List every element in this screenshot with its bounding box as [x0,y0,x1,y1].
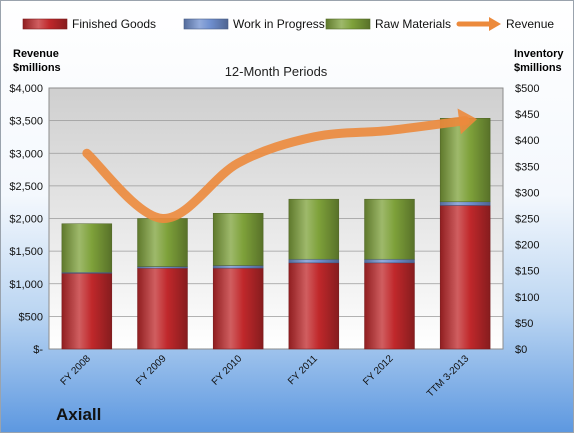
right-tick-label: $0 [515,344,527,356]
legend-swatch [22,18,68,30]
legend-swatch [325,18,371,30]
legend-label: Finished Goods [72,17,156,31]
x-tick-label: FY 2010 [210,353,245,388]
left-tick-label: $2,000 [9,214,43,226]
bar-segment [364,198,415,260]
right-axis-title: $millions [514,62,562,74]
bar-segment [439,201,491,206]
x-tick-label: TTM 3-2013 [425,353,472,400]
x-tick-label: FY 2012 [361,353,396,388]
right-tick-label: $150 [515,266,539,278]
bar-segment [364,262,415,350]
right-axis-title: Inventory [514,48,564,60]
bar-segment [439,205,491,350]
left-axis-title: $millions [13,62,61,74]
left-tick-label: $3,000 [9,148,43,160]
bar-segment [61,273,113,350]
bar-segment [288,258,340,264]
bar-segment [137,267,188,350]
bar-segment [212,267,264,350]
right-tick-label: $100 [515,292,539,304]
right-tick-label: $350 [515,161,539,173]
company-name: Axiall [56,405,102,424]
bar-segment [288,198,340,260]
revenue-arrowhead [457,108,478,135]
left-tick-label: $1,500 [9,246,43,258]
right-tick-label: $400 [515,135,539,147]
legend-swatch [183,18,229,30]
left-tick-label: $- [33,344,43,356]
legend-label: Revenue [506,17,554,31]
bar-segment [288,262,340,350]
left-tick-label: $500 [19,311,43,323]
revenue-line [82,116,470,223]
right-tick-label: $300 [515,187,539,199]
x-tick-label: FY 2009 [134,353,169,388]
left-tick-label: $4,000 [9,83,43,95]
right-tick-label: $200 [515,240,539,252]
right-tick-label: $50 [515,318,533,330]
x-tick-label: FY 2008 [59,353,94,388]
bar-segment [137,218,188,267]
right-tick-label: $500 [515,83,539,95]
right-tick-label: $250 [515,214,539,226]
bar-segment [364,258,415,264]
left-tick-label: $2,500 [9,181,43,193]
right-tick-label: $450 [515,109,539,121]
left-tick-label: $3,500 [9,116,43,128]
left-tick-label: $1,000 [9,279,43,291]
legend-label: Raw Materials [375,17,451,31]
bar-segment [212,265,264,269]
chart-title: 12-Month Periods [225,64,328,79]
bar-segment [61,223,113,273]
legend-label: Work in Progress [233,17,325,31]
bar-segment [439,118,491,203]
bar-segment [212,213,264,266]
left-axis-title: Revenue [13,48,59,60]
legend-arrow [489,17,501,31]
x-tick-label: FY 2011 [286,353,320,387]
